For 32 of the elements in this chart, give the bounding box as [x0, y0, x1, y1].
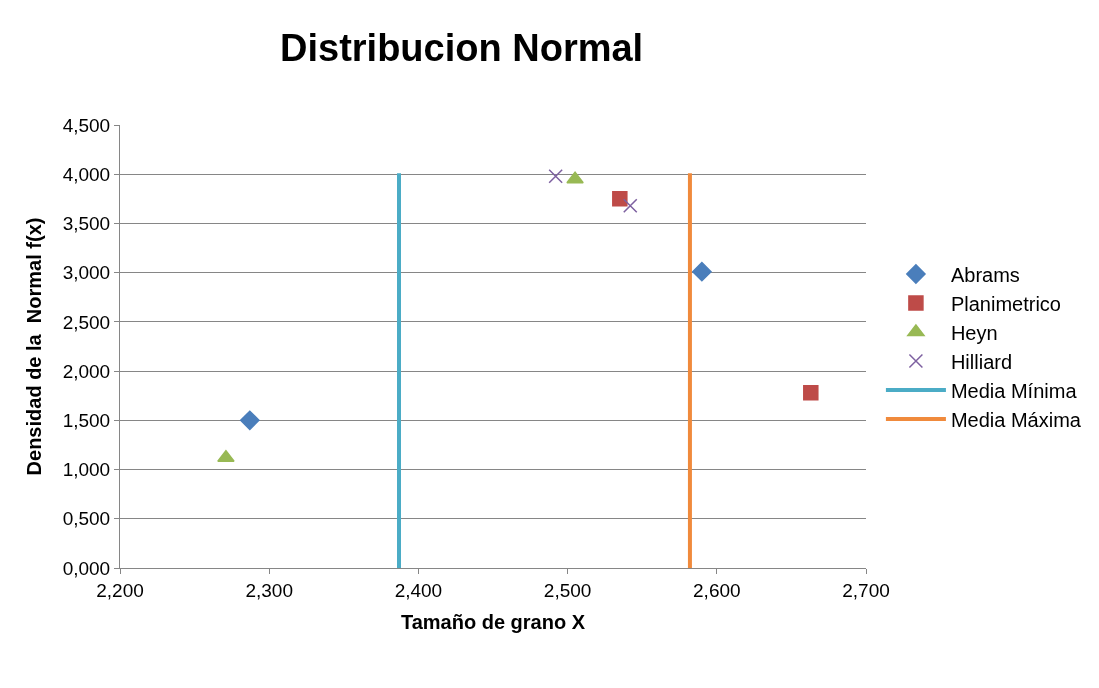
point: [548, 168, 563, 184]
y-tick-label: 3,500: [62, 213, 111, 235]
y-tick-label: 2,000: [62, 360, 111, 382]
y-tick-label: 4,000: [62, 163, 111, 185]
point: [623, 198, 638, 213]
x-tick-label: 2,500: [543, 579, 592, 601]
y-tick-label: 3,000: [62, 262, 111, 284]
x-axis-title: Tamaño de grano X: [400, 611, 586, 634]
point: [692, 261, 712, 282]
chart-title: Distribucion Normal: [280, 27, 644, 69]
x-tick-label: 2,700: [842, 579, 890, 601]
legend-label: Media Máxima: [950, 408, 1082, 431]
point: [239, 410, 260, 431]
x-tick-label: 2,600: [693, 579, 741, 601]
x-tick-label: 2,200: [96, 579, 144, 601]
y-tick-label: 4,500: [62, 114, 111, 136]
y-axis-title: Densidad de la Normal f(x): [23, 217, 46, 476]
legend-label: Heyn: [950, 321, 998, 344]
x-tick-label: 2,300: [245, 579, 293, 601]
y-tick-label: 1,000: [62, 459, 111, 481]
y-tick-label: 0,500: [62, 508, 111, 530]
point: [566, 171, 584, 184]
x-tick-label: 2,400: [394, 579, 443, 601]
y-tick-label: 0,000: [62, 557, 111, 579]
legend-label: Abrams: [950, 263, 1020, 286]
legend-label: Media Mínima: [950, 379, 1078, 402]
y-tick-label: 2,500: [62, 311, 111, 333]
point: [612, 191, 628, 207]
point: [803, 385, 819, 401]
legend-label: Hilliard: [950, 350, 1013, 373]
legend-label: Planimetrico: [950, 292, 1061, 315]
y-tick-label: 1,500: [62, 409, 111, 431]
